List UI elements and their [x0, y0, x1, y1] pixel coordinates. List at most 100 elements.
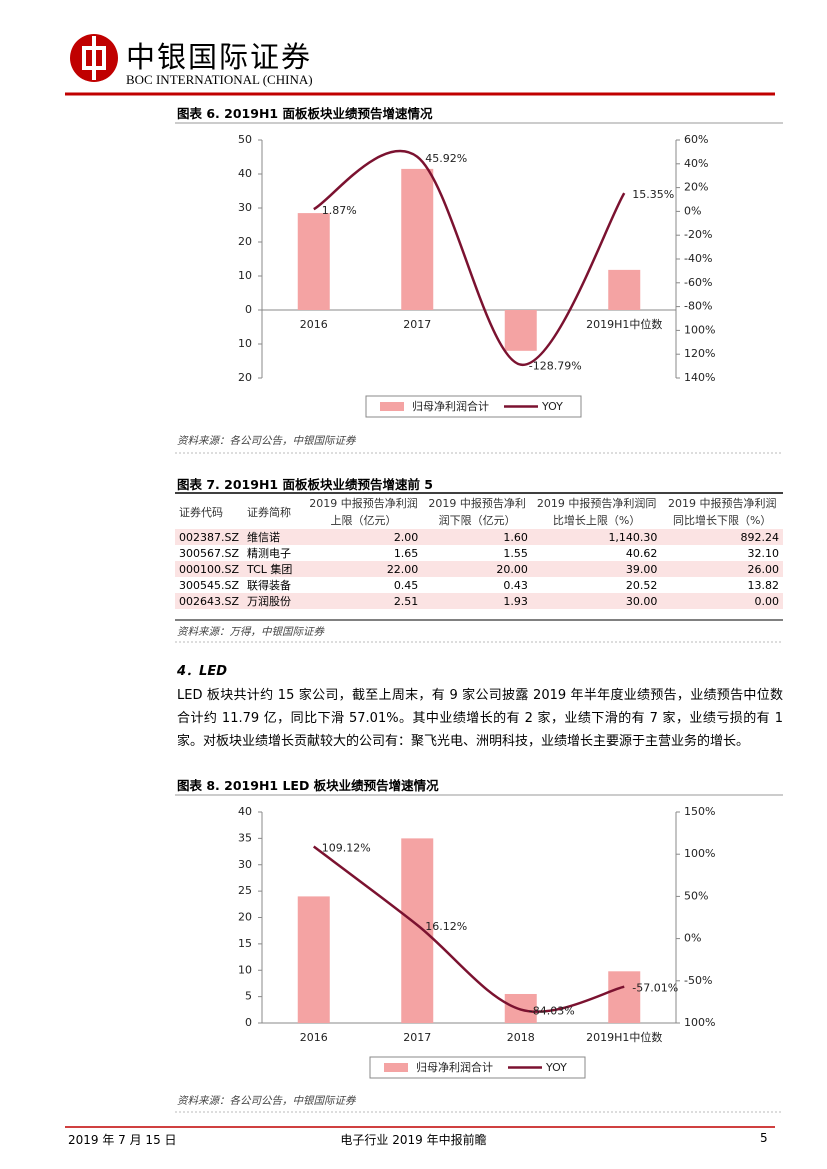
cell: 32.10: [747, 546, 780, 560]
cell: 22.00: [386, 562, 419, 576]
cell: 000100.SZ: [179, 562, 240, 576]
data-label: -57.01%: [632, 982, 678, 995]
x-tick-label: 2016: [300, 1031, 328, 1044]
legend-box: [365, 395, 582, 418]
source: 资料来源：各公司公告，中银国际证券: [177, 1095, 356, 1107]
source: 资料来源：各公司公告，中银国际证券: [177, 435, 356, 447]
cell: 20.52: [625, 578, 658, 592]
cell: TCL 集团: [247, 563, 293, 576]
y2-tick-label: -80%: [684, 300, 712, 313]
y2-tick-label: 40%: [684, 157, 708, 170]
company-en: BOC INTERNATIONAL (CHINA): [126, 72, 313, 87]
y2-tick-label: -50%: [684, 974, 712, 987]
y-tick-label: 40: [238, 167, 252, 180]
y-tick-label: 5: [245, 990, 252, 1003]
column-header: 2019 中报预告净利润同比增长下限（%）: [667, 497, 777, 527]
footer-date: 2019 年 7 月 15 日: [68, 1133, 177, 1147]
bar: [401, 838, 434, 1023]
legend-swatch: [384, 1063, 408, 1072]
y2-tick-label: 60%: [684, 133, 708, 146]
y2-tick-label: 100%: [684, 1016, 715, 1029]
y-tick-label: 50: [238, 133, 252, 146]
cell: 1.93: [503, 594, 528, 608]
cell: 39.00: [625, 562, 658, 576]
cell: 300545.SZ: [179, 578, 240, 592]
cell: 20.00: [496, 562, 528, 576]
y2-tick-label: -60%: [684, 276, 712, 289]
table-row: 002643.SZ 万润股份 2.51 1.93 30.00 0.00: [175, 593, 783, 609]
y2-tick-label: -40%: [684, 252, 712, 265]
column-header: 2019 中报预告净利润同比增长上限（%）: [536, 497, 657, 527]
bar: [401, 168, 434, 310]
legend-swatch: [380, 402, 404, 411]
header-row: 证券代码 证券简称 2019 中报预告净利润上限（亿元） 2019 中报预告净利润下限…: [175, 495, 783, 529]
cell: 300567.SZ: [179, 546, 240, 560]
cell: 002643.SZ: [179, 594, 240, 608]
y-tick-label: 20: [238, 911, 252, 924]
data-label: 109.12%: [322, 842, 371, 855]
cell: 892.24: [740, 530, 780, 544]
y-tick-label: 30: [238, 201, 252, 214]
y-tick-label: 20: [238, 235, 252, 248]
footer-report: 电子行业 2019 年中报前瞻: [340, 1133, 487, 1147]
y2-tick-label: 100%: [684, 847, 715, 860]
y2-tick-label: 50%: [684, 889, 708, 902]
y-tick-label: 25: [238, 884, 252, 897]
legend-label: YOY: [545, 1061, 567, 1074]
data-label: 45.92%: [425, 152, 467, 165]
y2-tick-label: -20%: [684, 228, 712, 241]
y2-tick-label: 100%: [684, 323, 715, 336]
cell: 2.00: [393, 530, 419, 544]
y2-tick-label: 0%: [684, 932, 701, 945]
bar: [608, 269, 641, 310]
legend-label: 归母净利润合计: [412, 399, 489, 413]
y-tick-label: 30: [238, 858, 252, 871]
data-label: 1.87%: [322, 204, 357, 217]
y-tick-label: 15: [238, 937, 252, 950]
column-header: 证券简称: [247, 505, 292, 519]
y-tick-label: 0: [245, 1016, 252, 1029]
x-tick-label: 2017: [403, 318, 431, 331]
table-row: 000100.SZ TCL 集团 22.00 20.00 39.00 26.00: [175, 561, 783, 577]
y2-tick-label: 140%: [684, 371, 715, 384]
y-tick-label: 10: [238, 269, 252, 282]
legend-box: [369, 1056, 586, 1079]
company: 中银国际证券: [126, 40, 313, 74]
x-tick-label: 2016: [300, 318, 328, 331]
paragraph: LED 板块共计约 15 家公司，截至上周末，有 9 家公司披露 2019 年半…: [177, 688, 783, 749]
cell: 30.00: [625, 594, 658, 608]
data-label: -84.03%: [529, 1005, 575, 1018]
legend-label: YOY: [541, 400, 563, 413]
bar: [504, 310, 537, 351]
cell: 1.55: [503, 546, 528, 560]
source: 资料来源：万得，中银国际证券: [177, 626, 324, 638]
bar: [608, 971, 641, 1023]
figure-title: 图表 6. 2019H1 面板板块业绩预告增速情况: [177, 106, 433, 121]
column-header: 2019 中报预告净利润上限（亿元）: [309, 497, 418, 527]
cell: 1.60: [503, 530, 528, 544]
figure-title: 图表 7. 2019H1 面板板块业绩预告增速前 5: [177, 477, 434, 492]
cell: 2.51: [393, 594, 419, 608]
y-tick-label: 35: [238, 831, 252, 844]
footer-page: 5: [760, 1131, 768, 1145]
cell: 13.82: [747, 578, 780, 592]
column-header: 证券代码: [179, 505, 223, 519]
cell: 002387.SZ: [179, 530, 240, 544]
y-tick-label: 0: [245, 303, 252, 316]
bar: [297, 213, 330, 310]
data-label: -128.79%: [529, 360, 582, 373]
y2-tick-label: 120%: [684, 347, 715, 360]
x-tick-label: 2017: [403, 1031, 431, 1044]
cell: 0.00: [754, 594, 780, 608]
cell: 万润股份: [247, 595, 292, 608]
table-row: 300545.SZ 联得装备 0.45 0.43 20.52 13.82: [175, 577, 783, 593]
column-header: 2019 中报预告净利润下限（亿元）: [428, 497, 526, 527]
cell: 0.43: [503, 578, 528, 592]
table-row: 002387.SZ 维信诺 2.00 1.60 1,140.30 892.24: [175, 529, 783, 545]
cell: 精测电子: [247, 547, 292, 560]
cell: 26.00: [747, 562, 780, 576]
y-tick-label: 10: [238, 337, 252, 350]
y2-tick-label: 0%: [684, 204, 701, 217]
y-tick-label: 20: [238, 371, 252, 384]
